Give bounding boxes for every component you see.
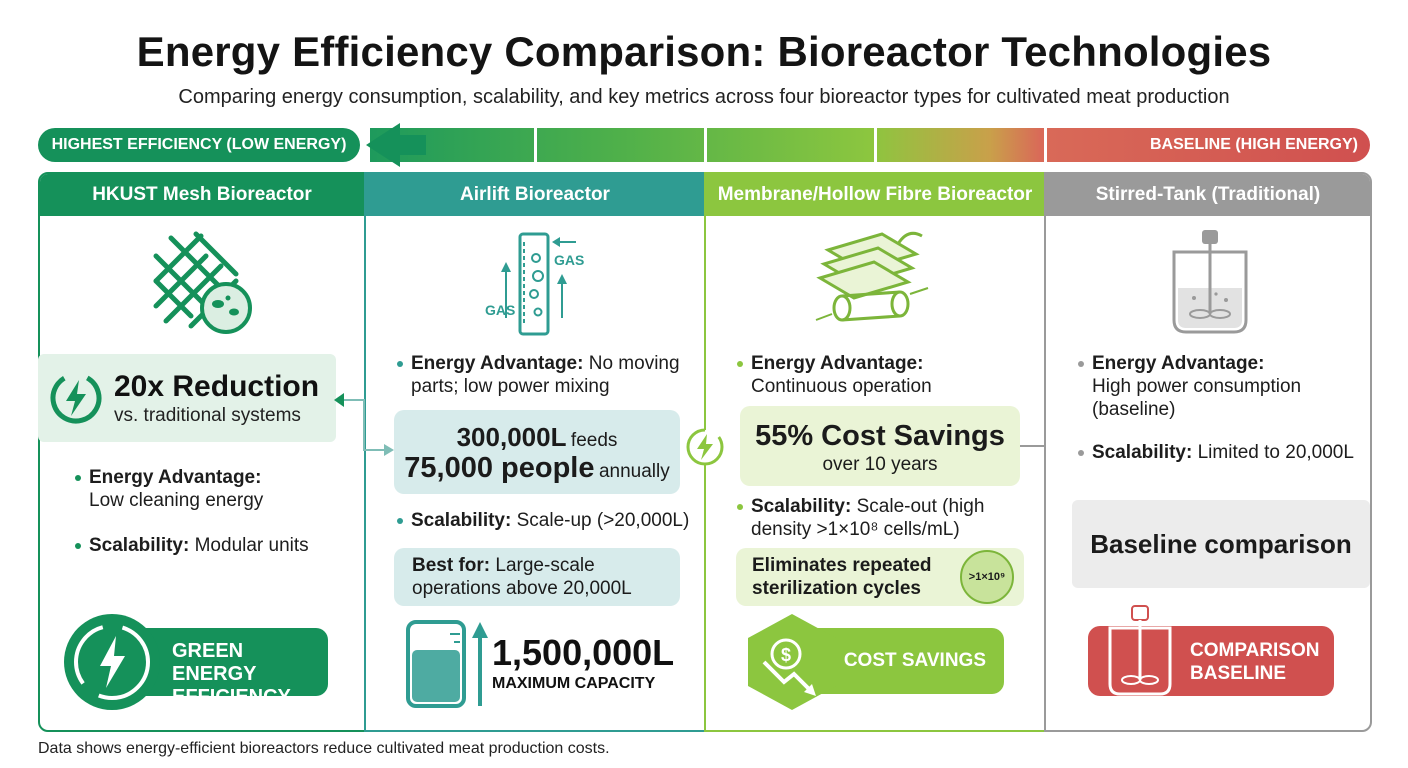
feeds-people-callout — [394, 410, 680, 494]
scale-high-efficiency-label: HIGHEST EFFICIENCY (LOW ENERGY) — [38, 128, 360, 162]
max-capacity-value: 1,500,000L — [492, 632, 675, 673]
column-header: Membrane/Hollow Fibre Bioreactor — [706, 174, 1044, 216]
energy-advantage-item: Energy Advantage: Low cleaning energy — [75, 466, 349, 512]
sterilization-note-text: Eliminates repeated sterilization cycles — [752, 555, 932, 599]
energy-advantage-item: Energy Advantage: High power consumption … — [1078, 352, 1352, 421]
svg-text:$: $ — [781, 645, 791, 665]
reduction-subtext: vs. traditional systems — [114, 405, 301, 426]
energy-bolt-icon — [686, 428, 724, 466]
scale-divider — [1044, 128, 1047, 162]
membrane-fibre-icon — [815, 231, 929, 322]
scale-divider — [704, 128, 707, 162]
energy-advantage-item: Energy Advantage: Continuous operation — [737, 352, 1031, 398]
scalability-item: Scalability: Scale-up (>20,000L) — [397, 509, 691, 532]
reduction-value: 20x Reduction — [114, 370, 320, 403]
mesh-cell-icon — [153, 231, 252, 334]
impeller-tank-icon — [1108, 605, 1172, 696]
column-header: Stirred-Tank (Traditional) — [1046, 174, 1370, 216]
feeds-line: 300,000L feeds — [456, 422, 618, 452]
best-for-text: Best for: Large-scale operations above 2… — [412, 555, 632, 599]
scalability-item: Scalability: Modular units — [75, 534, 349, 557]
green-energy-badge: GREEN ENERGY EFFICIENCY — [110, 628, 328, 708]
baseline-comparison-box: Baseline comparison — [1072, 500, 1370, 588]
people-line: 75,000 people annually — [404, 452, 670, 484]
energy-advantage-item: Energy Advantage: No moving parts; low p… — [397, 352, 691, 398]
column-header: Airlift Bioreactor — [366, 174, 704, 216]
tank-gauge-icon — [406, 620, 488, 708]
column-header: HKUST Mesh Bioreactor — [40, 174, 364, 216]
connector-arrow-icon — [344, 399, 394, 456]
reduction-callout — [38, 354, 336, 442]
max-capacity-label: MAXIMUM CAPACITY — [492, 675, 656, 692]
dollar-down-icon: $ — [748, 614, 836, 710]
cell-density-badge: >1×10⁹ — [960, 550, 1014, 604]
page-title: Energy Efficiency Comparison: Bioreactor… — [136, 28, 1272, 75]
airlift-column-icon — [501, 232, 576, 336]
scalability-item: Scalability: Scale-out (high density >1×… — [737, 495, 1036, 541]
page-subtitle: Comparing energy consumption, scalabilit… — [178, 86, 1230, 108]
gas-label: GAS — [485, 302, 516, 318]
gas-label: GAS — [554, 252, 585, 268]
energy-bolt-icon — [50, 372, 102, 424]
scale-divider — [874, 128, 877, 162]
footnote: Data shows energy-efficient bioreactors … — [38, 740, 610, 757]
cost-savings-subtext: over 10 years — [822, 454, 938, 475]
cost-savings-callout — [740, 406, 1020, 486]
scalability-item: Scalability: Limited to 20,000L — [1078, 441, 1362, 464]
scale-baseline-label: BASELINE (HIGH ENERGY) — [1149, 136, 1358, 153]
cost-savings-value: 55% Cost Savings — [755, 420, 1005, 452]
arrow-left-icon — [366, 123, 426, 167]
best-for-box — [394, 548, 680, 606]
scale-divider — [534, 128, 537, 162]
leaf-bolt-icon — [64, 614, 160, 710]
stirred-tank-icon — [1172, 230, 1248, 334]
